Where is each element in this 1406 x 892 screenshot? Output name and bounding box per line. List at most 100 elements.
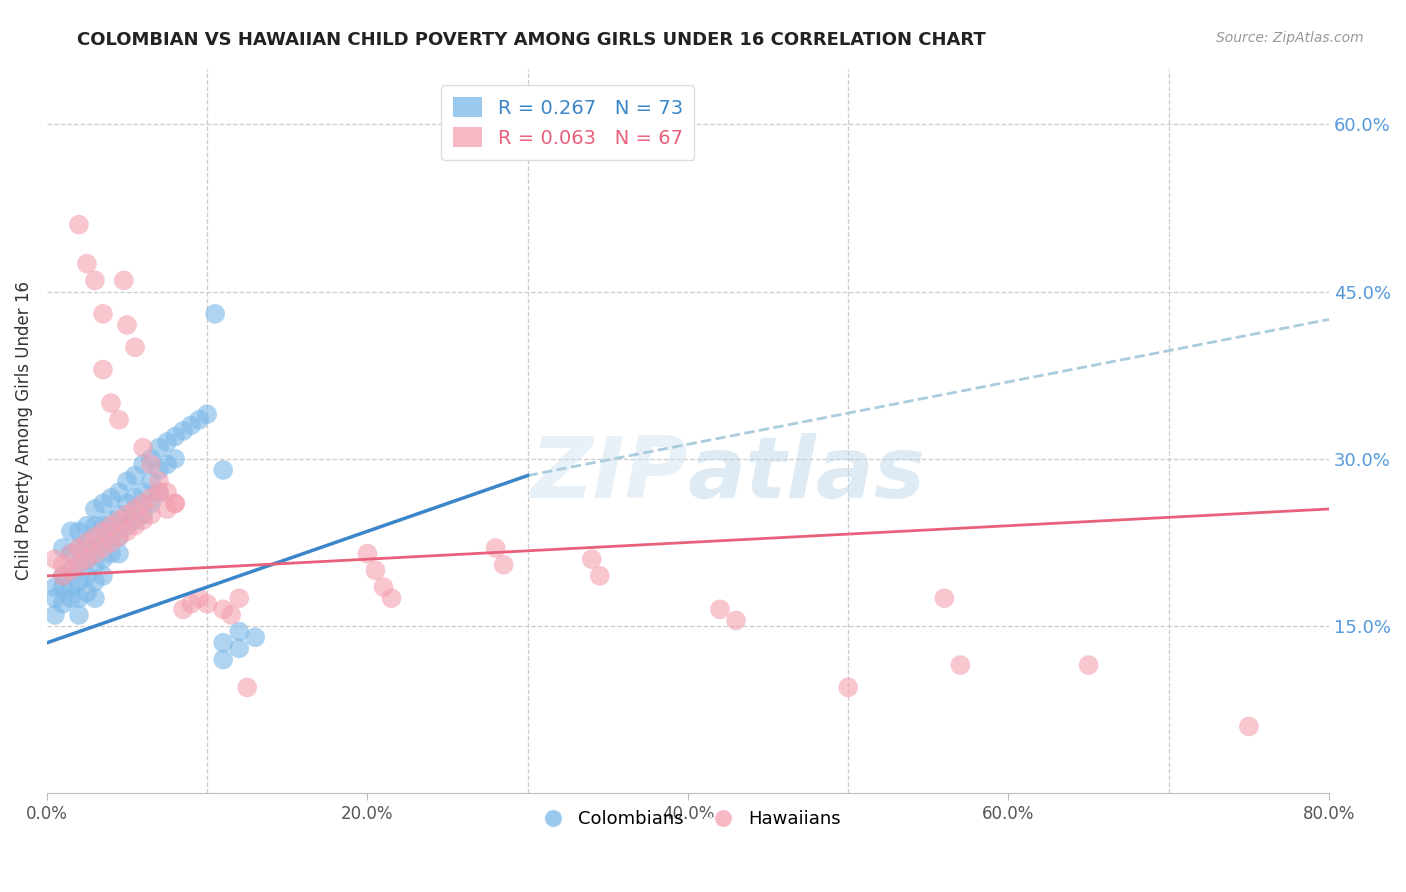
Point <box>84 591 107 606</box>
Legend: Colombians, Hawaiians: Colombians, Hawaiians <box>527 803 848 835</box>
Point <box>212 602 235 616</box>
Point <box>84 273 107 287</box>
Point <box>148 463 170 477</box>
Point <box>52 569 75 583</box>
Point <box>76 552 98 566</box>
Point <box>139 508 162 522</box>
Point <box>124 340 146 354</box>
Point <box>108 513 131 527</box>
Point <box>115 524 138 539</box>
Point <box>212 636 235 650</box>
Point <box>76 257 98 271</box>
Point <box>380 591 402 606</box>
Point <box>180 418 202 433</box>
Point <box>76 585 98 599</box>
Point <box>132 485 155 500</box>
Point <box>492 558 515 572</box>
Point <box>172 424 194 438</box>
Point <box>108 530 131 544</box>
Point <box>108 547 131 561</box>
Point <box>76 569 98 583</box>
Point <box>245 630 267 644</box>
Point <box>52 569 75 583</box>
Point <box>108 530 131 544</box>
Point <box>124 518 146 533</box>
Point <box>100 491 122 505</box>
Point <box>124 513 146 527</box>
Point <box>59 591 82 606</box>
Point <box>188 413 211 427</box>
Point <box>115 496 138 510</box>
Y-axis label: Child Poverty Among Girls Under 16: Child Poverty Among Girls Under 16 <box>15 282 32 581</box>
Point <box>52 541 75 555</box>
Point <box>67 524 90 539</box>
Point <box>132 458 155 472</box>
Point <box>84 502 107 516</box>
Point <box>67 574 90 589</box>
Point <box>84 541 107 555</box>
Point <box>100 513 122 527</box>
Point <box>148 485 170 500</box>
Point <box>115 318 138 332</box>
Point <box>91 307 114 321</box>
Point <box>709 602 731 616</box>
Point <box>91 524 114 539</box>
Point <box>124 491 146 505</box>
Text: Source: ZipAtlas.com: Source: ZipAtlas.com <box>1216 31 1364 45</box>
Point <box>52 558 75 572</box>
Point <box>219 607 242 622</box>
Point <box>1237 719 1260 733</box>
Point <box>139 458 162 472</box>
Point <box>934 591 956 606</box>
Point <box>139 451 162 466</box>
Text: atlas: atlas <box>688 433 927 516</box>
Point <box>91 362 114 376</box>
Point <box>84 547 107 561</box>
Point <box>204 307 226 321</box>
Point <box>100 396 122 410</box>
Point <box>84 574 107 589</box>
Point <box>124 502 146 516</box>
Point <box>195 407 218 421</box>
Point <box>724 614 747 628</box>
Point <box>52 580 75 594</box>
Point <box>589 569 612 583</box>
Point <box>228 624 250 639</box>
Point <box>228 591 250 606</box>
Point <box>165 451 187 466</box>
Point <box>156 458 179 472</box>
Point <box>156 485 179 500</box>
Point <box>236 681 259 695</box>
Point <box>115 508 138 522</box>
Point <box>1077 658 1099 673</box>
Point <box>84 530 107 544</box>
Point <box>108 508 131 522</box>
Point <box>76 535 98 549</box>
Point <box>100 535 122 549</box>
Point <box>188 591 211 606</box>
Point <box>108 485 131 500</box>
Point <box>139 491 162 505</box>
Point <box>112 273 135 287</box>
Point <box>132 496 155 510</box>
Point <box>139 474 162 488</box>
Point <box>84 558 107 572</box>
Point <box>356 547 378 561</box>
Point <box>76 535 98 549</box>
Point <box>364 563 387 577</box>
Point <box>59 524 82 539</box>
Point <box>67 541 90 555</box>
Point <box>165 429 187 443</box>
Point <box>67 541 90 555</box>
Point <box>91 552 114 566</box>
Point <box>212 652 235 666</box>
Point <box>67 218 90 232</box>
Point <box>132 513 155 527</box>
Point <box>373 580 395 594</box>
Point <box>67 591 90 606</box>
Text: ZIP: ZIP <box>530 433 688 516</box>
Point <box>67 558 90 572</box>
Point <box>132 441 155 455</box>
Point <box>52 597 75 611</box>
Text: COLOMBIAN VS HAWAIIAN CHILD POVERTY AMONG GIRLS UNDER 16 CORRELATION CHART: COLOMBIAN VS HAWAIIAN CHILD POVERTY AMON… <box>77 31 986 49</box>
